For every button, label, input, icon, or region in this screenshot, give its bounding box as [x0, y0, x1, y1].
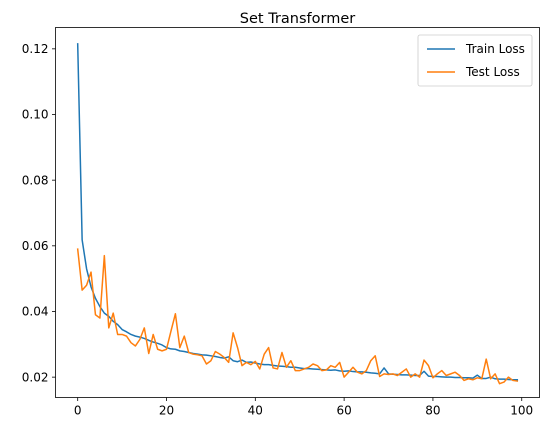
- legend: Train Loss Test Loss: [418, 35, 532, 86]
- y-tick-label: 0.12: [22, 42, 49, 56]
- y-tick-label: 0.04: [22, 305, 49, 319]
- x-tick-label: 100: [510, 404, 533, 418]
- legend-train-loss-label: Train Loss: [465, 42, 525, 56]
- x-tick-label: 60: [336, 404, 351, 418]
- x-tick-label: 20: [159, 404, 174, 418]
- y-tick-label: 0.08: [22, 173, 49, 187]
- y-tick-label: 0.02: [22, 370, 49, 384]
- x-tick-label: 40: [248, 404, 263, 418]
- x-tick-label: 80: [425, 404, 440, 418]
- chart-title: Set Transformer: [240, 11, 355, 27]
- legend-test-loss-label: Test Loss: [465, 65, 520, 79]
- x-tick-label: 0: [74, 404, 82, 418]
- y-tick-label: 0.06: [22, 239, 49, 253]
- y-tick-label: 0.10: [22, 108, 49, 122]
